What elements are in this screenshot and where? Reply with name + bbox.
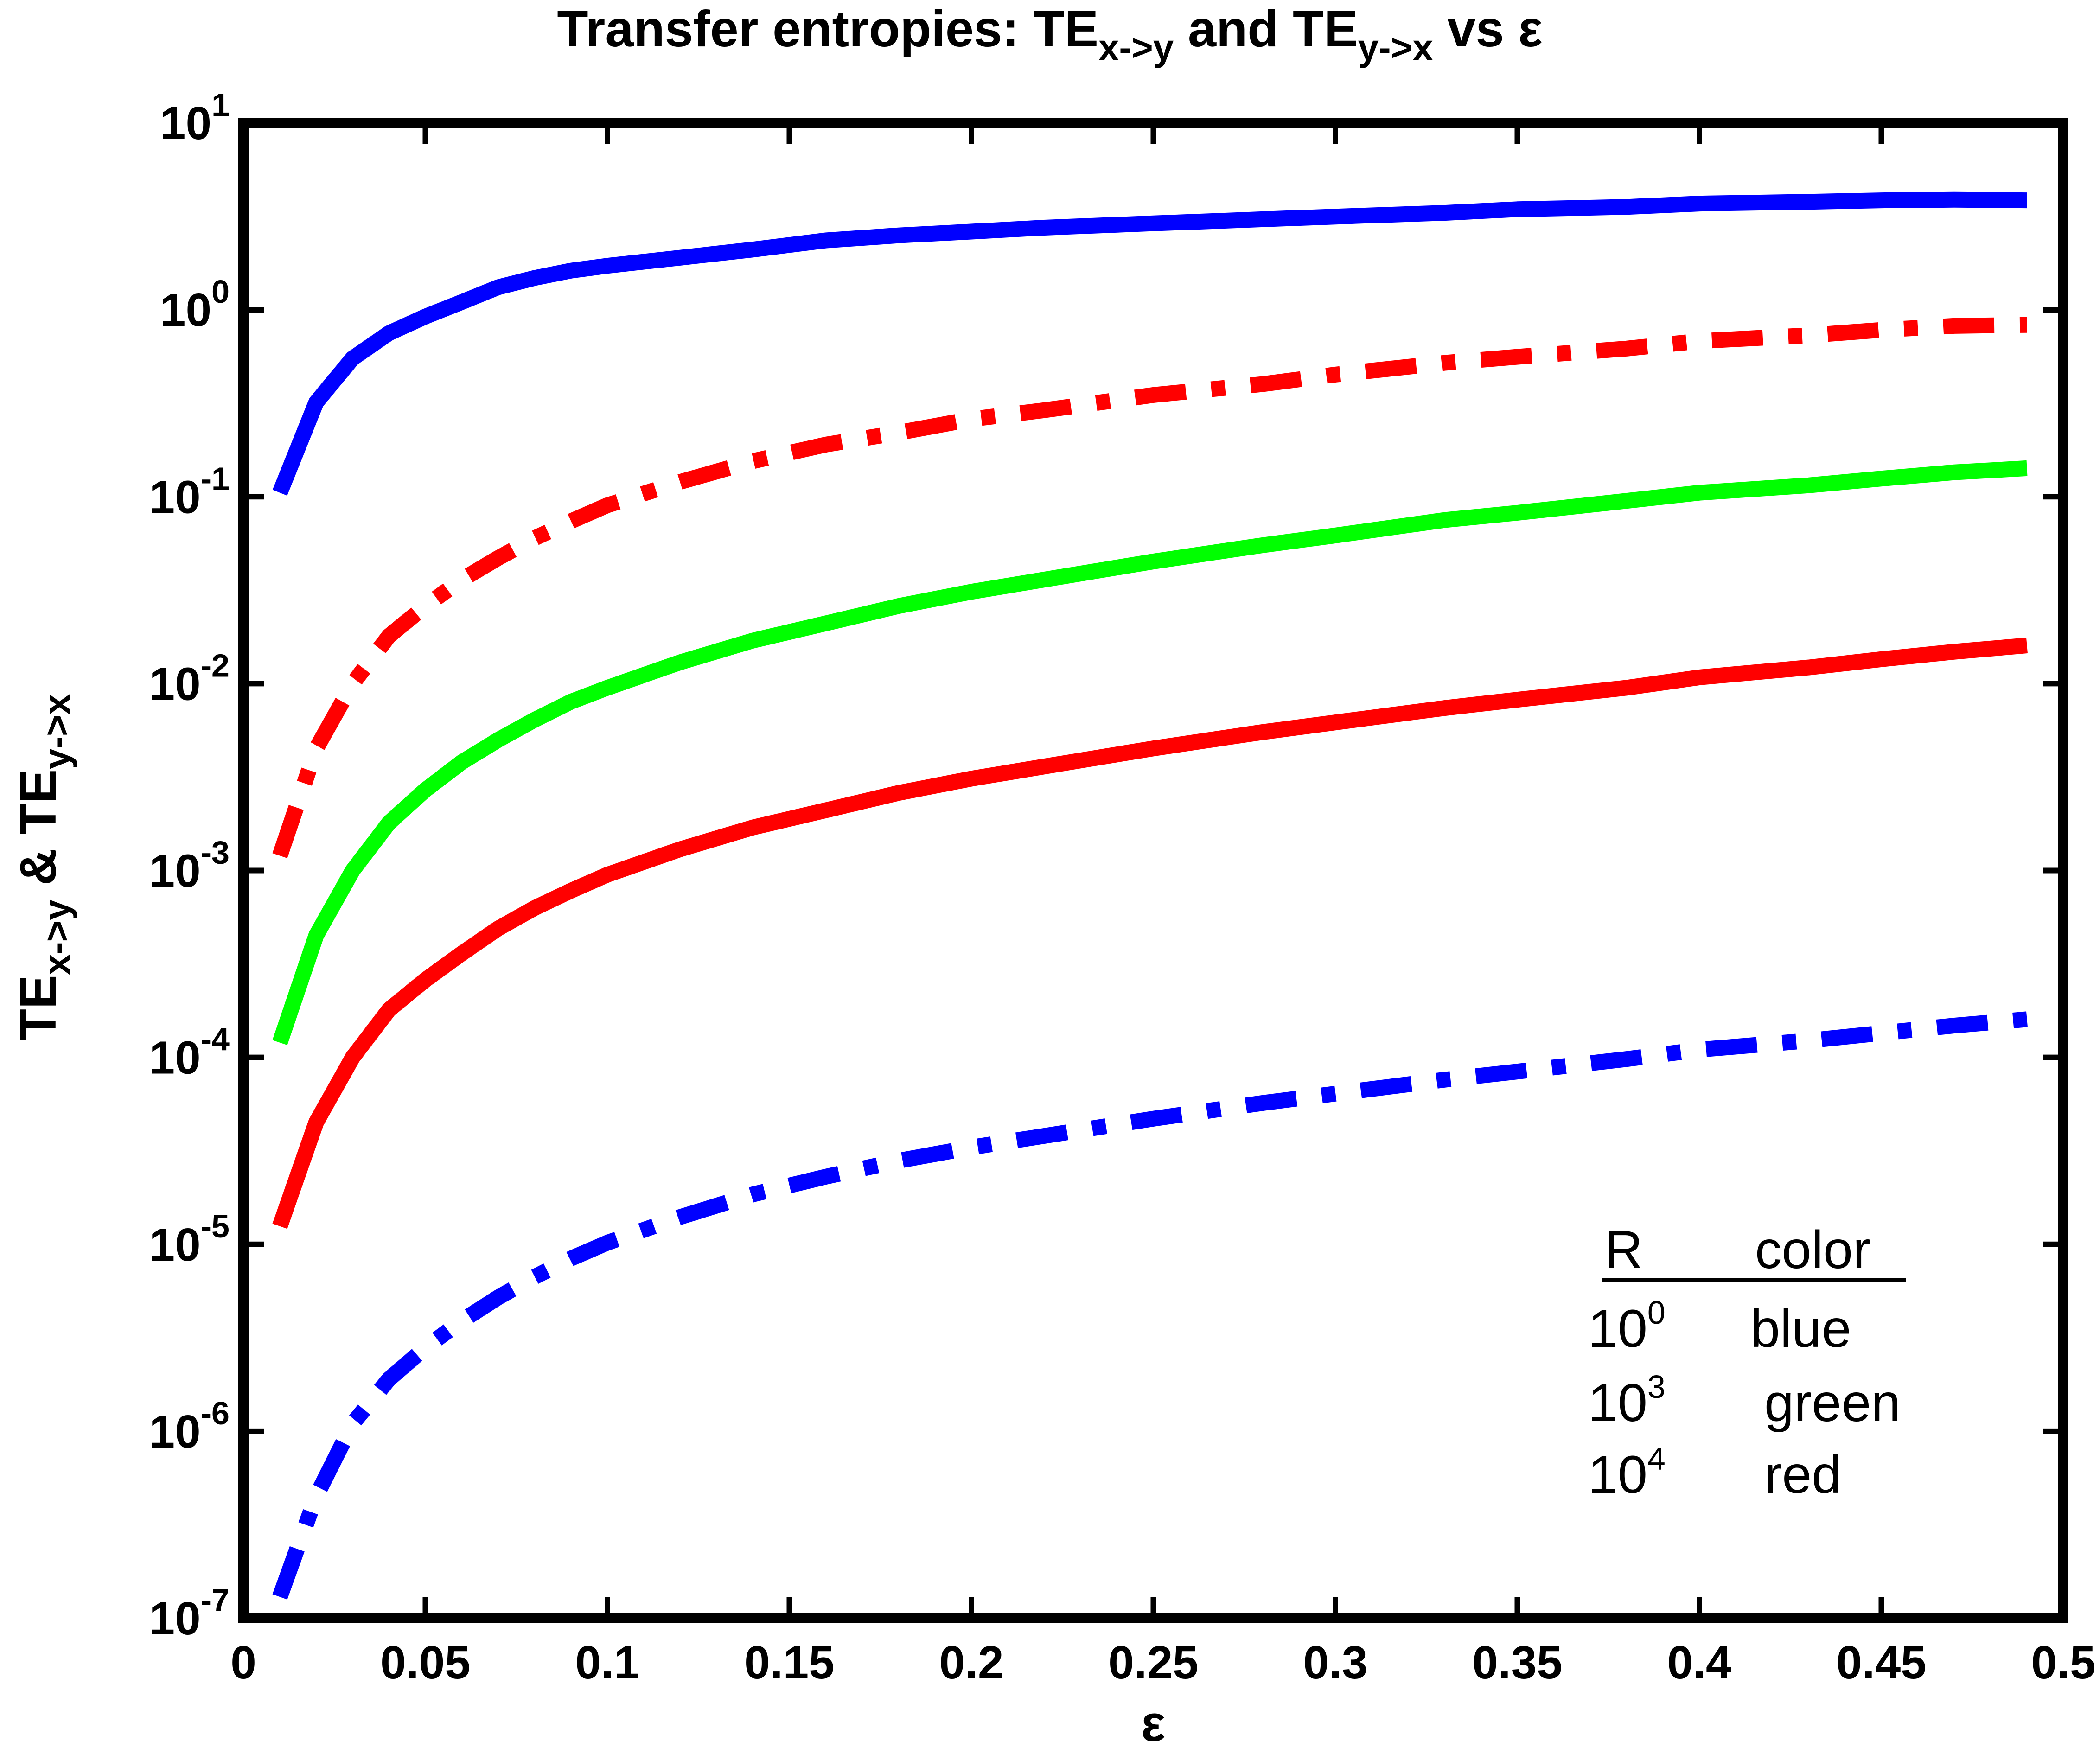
x-tick-label: 0.2 bbox=[939, 1637, 1003, 1689]
y-tick-label: 10-6 bbox=[149, 1395, 230, 1458]
series-lines bbox=[272, 191, 2028, 1600]
x-tick-label: 0.5 bbox=[2031, 1637, 2095, 1689]
chart-title-sub1: x->y bbox=[1098, 27, 1174, 68]
x-tick-label: 0 bbox=[230, 1637, 256, 1689]
series-line-4 bbox=[272, 638, 2028, 1229]
legend-row-color-name: red bbox=[1764, 1445, 1841, 1505]
y-tick-label: 10-5 bbox=[149, 1208, 230, 1271]
y-axis-label-part1: TE bbox=[10, 975, 67, 1040]
y-tick-label: 10-2 bbox=[149, 647, 230, 710]
x-tick-label: 0.15 bbox=[744, 1637, 835, 1689]
y-tick-label: 101 bbox=[160, 87, 230, 149]
legend-header-color: color bbox=[1755, 1220, 1870, 1280]
chart-title-suffix: vs ε bbox=[1433, 0, 1543, 57]
x-tick-label: 0.05 bbox=[380, 1637, 471, 1689]
x-tick-label: 0.25 bbox=[1108, 1637, 1199, 1689]
chart-title-mid: and TE bbox=[1174, 0, 1358, 57]
y-tick-label: 10-1 bbox=[149, 460, 230, 523]
series-line-2 bbox=[272, 317, 2027, 859]
legend: R color 100 blue 103 green 104 red bbox=[1588, 1220, 1906, 1505]
chart-title: Transfer entropies: TEx->y and TEy->x vs… bbox=[557, 0, 1542, 68]
y-tick-label: 10-4 bbox=[149, 1021, 230, 1084]
y-axis-label-sub2: y->x bbox=[36, 694, 77, 769]
chart-title-sub2: y->x bbox=[1358, 27, 1433, 68]
legend-header-r: R bbox=[1604, 1220, 1643, 1280]
y-tick-label: 10-7 bbox=[149, 1582, 230, 1645]
y-axis-label-sub1: x->y bbox=[36, 899, 77, 975]
legend-row-r: 104 bbox=[1588, 1441, 1666, 1505]
x-axis-label: ε bbox=[1141, 1695, 1165, 1752]
series-line-1 bbox=[272, 191, 2027, 496]
chart-title-prefix: Transfer entropies: TE bbox=[557, 0, 1098, 57]
x-axis-ticks: 0 0.05 0.1 0.15 0.2 0.25 0.3 0.35 0.4 0.45 0.5 bbox=[230, 123, 2096, 1689]
series-line-3 bbox=[272, 460, 2028, 1046]
x-tick-label: 0.45 bbox=[1836, 1637, 1927, 1689]
x-tick-label: 0.1 bbox=[575, 1637, 639, 1689]
y-tick-label: 10-3 bbox=[149, 835, 230, 897]
y-axis-ticks: 101 100 10-1 10-2 10-3 10-4 10-5 10-6 10-7 bbox=[149, 87, 2063, 1645]
x-tick-label: 0.35 bbox=[1472, 1637, 1563, 1689]
legend-row-color-name: green bbox=[1764, 1373, 1901, 1433]
legend-row-color-name: blue bbox=[1750, 1299, 1851, 1359]
x-tick-label: 0.3 bbox=[1303, 1637, 1367, 1689]
y-axis-label: TEx->y & TEy->x bbox=[10, 694, 77, 1040]
series-line-5 bbox=[272, 1011, 2028, 1600]
legend-row-r: 100 bbox=[1588, 1295, 1666, 1359]
legend-row-r: 103 bbox=[1588, 1369, 1666, 1433]
legend-rows: 100 blue 103 green 104 red bbox=[1588, 1295, 1901, 1505]
y-axis-label-part2: & TE bbox=[10, 769, 67, 899]
y-tick-label: 100 bbox=[160, 274, 230, 336]
x-tick-label: 0.4 bbox=[1667, 1637, 1731, 1689]
